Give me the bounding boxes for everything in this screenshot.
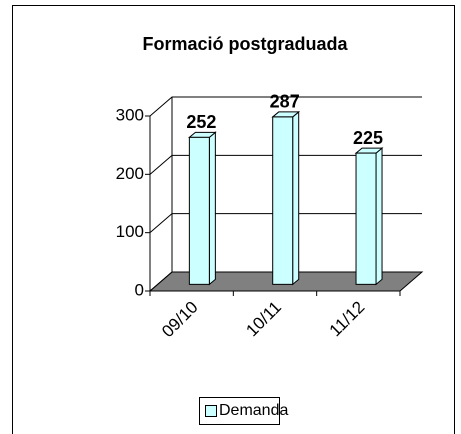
bar bbox=[188, 136, 210, 285]
chart-border bbox=[12, 5, 455, 434]
data-label: 225 bbox=[353, 128, 383, 148]
y-tick-label: 0 bbox=[135, 280, 144, 299]
y-tick-label: 200 bbox=[116, 164, 144, 183]
y-tick-label: 300 bbox=[116, 105, 144, 124]
data-label: 252 bbox=[186, 112, 216, 132]
bar-side bbox=[375, 147, 383, 286]
grid-line bbox=[149, 96, 422, 117]
grid-line bbox=[149, 271, 422, 292]
left-wall bbox=[150, 97, 172, 291]
legend: Demanda bbox=[199, 397, 288, 425]
chart-title: Formació postgraduada bbox=[142, 34, 348, 54]
legend-label: Demanda bbox=[219, 402, 288, 419]
data-label: 287 bbox=[270, 92, 300, 112]
grid-line bbox=[149, 213, 422, 234]
legend-box bbox=[199, 397, 280, 425]
bar bbox=[272, 116, 294, 285]
legend-swatch bbox=[205, 405, 217, 417]
bar bbox=[355, 152, 377, 285]
y-tick-label: 100 bbox=[116, 222, 144, 241]
bar-side bbox=[208, 131, 216, 286]
bar-side bbox=[292, 110, 300, 286]
grid-line bbox=[149, 154, 422, 175]
